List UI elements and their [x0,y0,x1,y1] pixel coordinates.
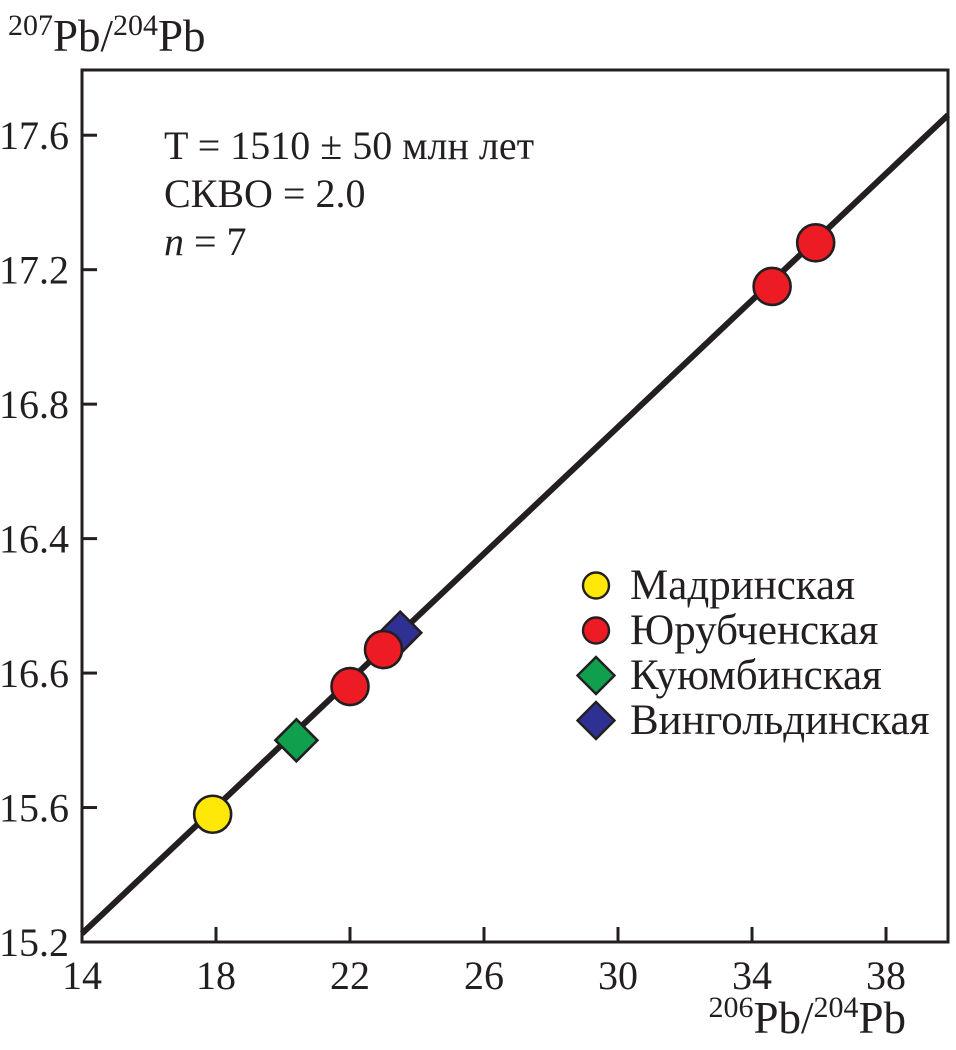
x-tick-label: 22 [330,953,370,998]
data-point-circle [795,222,836,263]
legend-marker-glyph [581,571,611,600]
age-text: T = 1510 ± 50 млн лет [164,123,535,168]
x-axis-isotope-204: 204 [813,991,859,1024]
data-point-circle [330,666,370,707]
y-tick-label: 17.6 [0,113,69,158]
legend-label: Куюмбинская [630,652,882,699]
legend-item: Куюмбинская [570,653,929,698]
mswd-text: СКВО = 2.0 [164,171,366,216]
y-tick-label: 17.2 [0,248,69,293]
x-tick-label: 38 [866,953,906,998]
y-tick-label: 15.6 [0,786,69,831]
data-point-diamond [273,717,320,764]
legend-marker-green-diamond-icon [570,653,622,698]
x-tick-label: 18 [196,953,236,998]
legend-item: Вингольдинская [570,698,929,743]
y-axis-title: 207Pb/204Pb [8,11,206,61]
legend-marker-red-circle-icon [570,608,622,653]
y-tick-label: 16.6 [0,651,69,696]
data-point-circle [192,794,233,835]
n-value: = 7 [184,219,247,264]
legend-marker-yellow-circle-icon [570,563,622,608]
y-axis-title-end: Pb [158,11,206,61]
legend-marker-blue-diamond-icon [570,698,622,743]
legend-label: Вингольдинская [630,697,930,744]
x-axis-isotope-206: 206 [708,991,754,1024]
x-axis-title: 206Pb/204Pb [708,993,906,1043]
data-point-circle [581,616,611,645]
legend-marker-glyph [575,700,617,741]
n-text: n = 7 [164,218,534,266]
x-axis-title-end: Pb [858,993,906,1043]
data-point-diamond [575,700,617,741]
legend-item: Юрубченская [570,608,929,653]
y-axis-title-mid: Pb/ [53,11,114,61]
y-tick-label: 16.4 [0,517,69,562]
y-tick-label: 16.8 [0,382,69,427]
legend-label: Юрубченская [630,607,879,654]
legend-marker-glyph [581,616,611,645]
legend-marker-glyph [575,655,617,696]
data-point-circle [363,629,404,670]
legend: Мадринская Юрубченская Куюмбинская Винго… [570,563,929,743]
plot-frame [80,68,950,944]
fit-statistics: T = 1510 ± 50 млн лет СКВО = 2.0 n = 7 [164,122,534,266]
y-axis-isotope-207: 207 [8,9,53,42]
data-point-circle [581,571,611,600]
y-tick-label: 15.2 [0,920,69,965]
x-tick-label: 34 [732,953,772,998]
x-tick-label: 26 [464,953,504,998]
legend-label: Мадринская [630,562,855,609]
legend-item: Мадринская [570,563,929,608]
data-point-diamond [575,655,617,696]
x-tick-label: 30 [598,953,638,998]
n-variable: n [164,219,184,264]
y-axis-isotope-204: 204 [113,9,159,42]
x-axis-title-mid: Pb/ [753,993,814,1043]
x-tick-label: 14 [62,953,102,998]
data-point-circle [752,266,792,307]
